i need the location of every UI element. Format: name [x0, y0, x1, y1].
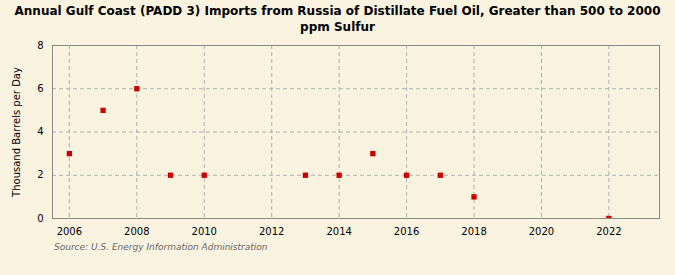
- svg-text:4: 4: [37, 126, 43, 137]
- svg-text:8: 8: [37, 40, 43, 51]
- html-text:Source: U.S. Energy Informatio: Source: U.S. Energy Information Administ…: [54, 242, 268, 253]
- svg-text:6: 6: [37, 83, 43, 94]
- svg-text:2008: 2008: [124, 226, 149, 237]
- svg-text:0: 0: [37, 213, 43, 224]
- html-text:Annual Gulf Coast (PADD 3) Imp: Annual Gulf Coast (PADD 3) Imports from …: [14, 4, 661, 34]
- svg-text:2: 2: [37, 170, 43, 181]
- svg-text:2018: 2018: [461, 226, 486, 237]
- svg-text:2016: 2016: [394, 226, 419, 237]
- svg-text:2006: 2006: [57, 226, 82, 237]
- svg-text:2010: 2010: [192, 226, 217, 237]
- svg-text:2014: 2014: [326, 226, 351, 237]
- svg-text:Thousand Barrels per Day: Thousand Barrels per Day: [11, 67, 22, 198]
- svg-text:2020: 2020: [529, 226, 554, 237]
- svg-text:2022: 2022: [596, 226, 621, 237]
- svg-text:2012: 2012: [259, 226, 284, 237]
